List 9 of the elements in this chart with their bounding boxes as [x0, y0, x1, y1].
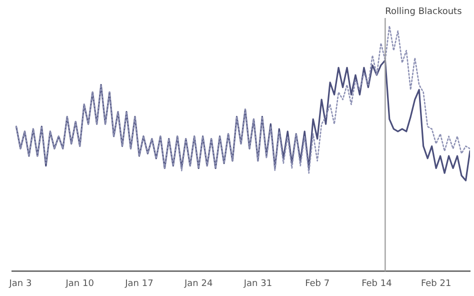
- x-tick-label: Jan 24: [184, 278, 213, 289]
- x-tick-label: Jan 17: [124, 278, 154, 289]
- x-tick-label: Jan 3: [8, 278, 32, 289]
- x-tick-label: Jan 10: [64, 278, 94, 289]
- x-tick-label: Feb 7: [305, 278, 330, 289]
- x-tick-label: Feb 21: [420, 278, 452, 289]
- ref-line-label: Rolling Blackouts: [385, 6, 462, 17]
- x-tick-label: Feb 14: [362, 278, 392, 289]
- x-tick-label: Jan 31: [242, 278, 272, 289]
